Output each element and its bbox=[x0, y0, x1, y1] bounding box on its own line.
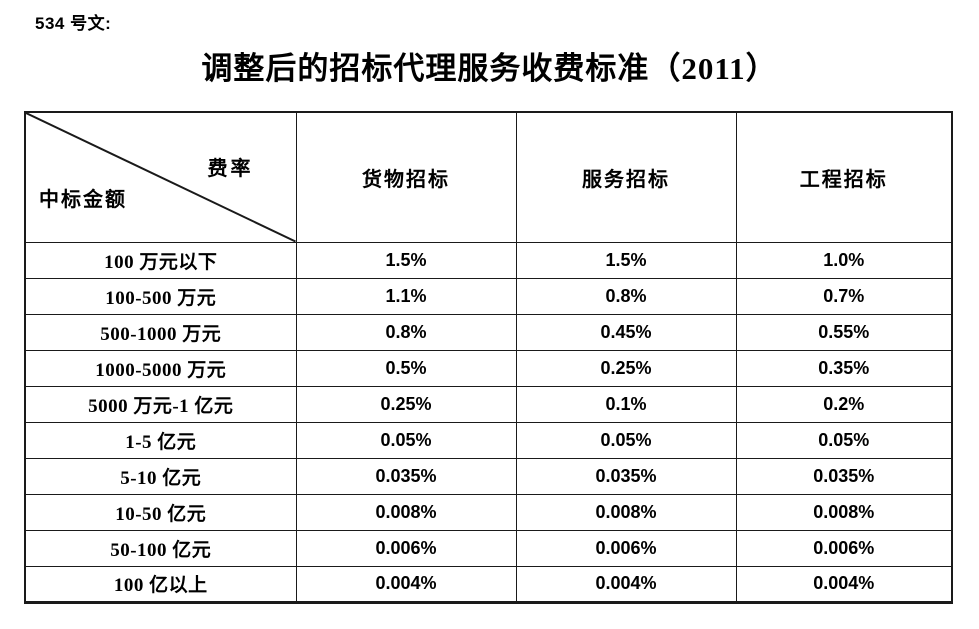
column-header-services: 服务招标 bbox=[515, 111, 737, 243]
table-header-row: 费率 中标金额 货物招标 服务招标 工程招标 bbox=[24, 111, 953, 243]
table-row: 100-500 万元 1.1% 0.8% 0.7% bbox=[24, 277, 953, 315]
rate-cell: 0.25% bbox=[515, 349, 737, 387]
rate-cell: 0.008% bbox=[295, 493, 517, 531]
fee-rate-table: 费率 中标金额 货物招标 服务招标 工程招标 100 万元以下 1.5% 1.5… bbox=[24, 111, 953, 604]
rate-cell: 0.035% bbox=[515, 457, 737, 495]
rate-cell: 1.1% bbox=[295, 277, 517, 315]
table-row: 100 亿以上 0.004% 0.004% 0.004% bbox=[24, 565, 953, 603]
amount-range-cell: 5000 万元-1 亿元 bbox=[24, 385, 297, 423]
rate-cell: 0.006% bbox=[295, 529, 517, 567]
doc-number-label: 534 号文: bbox=[35, 14, 112, 33]
rate-cell: 0.5% bbox=[295, 349, 517, 387]
rate-cell: 0.2% bbox=[735, 385, 953, 423]
rate-cell: 0.7% bbox=[735, 277, 953, 315]
amount-range-cell: 100-500 万元 bbox=[24, 277, 297, 315]
rate-cell: 1.5% bbox=[295, 241, 517, 279]
table-row: 1-5 亿元 0.05% 0.05% 0.05% bbox=[24, 421, 953, 459]
rate-cell: 0.05% bbox=[735, 421, 953, 459]
table-row: 100 万元以下 1.5% 1.5% 1.0% bbox=[24, 241, 953, 279]
rate-cell: 0.8% bbox=[515, 277, 737, 315]
corner-rate-label: 费率 bbox=[207, 158, 254, 180]
rate-cell: 0.05% bbox=[515, 421, 737, 459]
table-row: 1000-5000 万元 0.5% 0.25% 0.35% bbox=[24, 349, 953, 387]
rate-cell: 0.55% bbox=[735, 313, 953, 351]
corner-header-cell: 费率 中标金额 bbox=[24, 111, 297, 243]
amount-range-cell: 50-100 亿元 bbox=[24, 529, 297, 567]
rate-cell: 0.008% bbox=[735, 493, 953, 531]
rate-cell: 0.006% bbox=[735, 529, 953, 567]
table-row: 5-10 亿元 0.035% 0.035% 0.035% bbox=[24, 457, 953, 495]
diagonal-divider-line bbox=[26, 113, 296, 242]
table-row: 50-100 亿元 0.006% 0.006% 0.006% bbox=[24, 529, 953, 567]
rate-cell: 0.035% bbox=[295, 457, 517, 495]
amount-range-cell: 5-10 亿元 bbox=[24, 457, 297, 495]
rate-cell: 0.035% bbox=[735, 457, 953, 495]
rate-cell: 0.45% bbox=[515, 313, 737, 351]
amount-range-cell: 100 万元以下 bbox=[24, 241, 297, 279]
table-row: 10-50 亿元 0.008% 0.008% 0.008% bbox=[24, 493, 953, 531]
rate-cell: 0.1% bbox=[515, 385, 737, 423]
rate-cell: 0.004% bbox=[295, 565, 517, 603]
amount-range-cell: 1000-5000 万元 bbox=[24, 349, 297, 387]
rate-cell: 0.05% bbox=[295, 421, 517, 459]
corner-amount-label: 中标金额 bbox=[39, 189, 127, 211]
column-header-goods: 货物招标 bbox=[295, 111, 517, 243]
amount-range-cell: 100 亿以上 bbox=[24, 565, 297, 603]
rate-cell: 0.004% bbox=[515, 565, 737, 603]
rate-cell: 0.004% bbox=[735, 565, 953, 603]
rate-cell: 1.0% bbox=[735, 241, 953, 279]
rate-cell: 0.006% bbox=[515, 529, 737, 567]
rate-cell: 0.25% bbox=[295, 385, 517, 423]
page-title: 调整后的招标代理服务收费标准（2011） bbox=[201, 51, 778, 86]
amount-range-cell: 1-5 亿元 bbox=[24, 421, 297, 459]
amount-range-cell: 10-50 亿元 bbox=[24, 493, 297, 531]
table-row: 5000 万元-1 亿元 0.25% 0.1% 0.2% bbox=[24, 385, 953, 423]
rate-cell: 1.5% bbox=[515, 241, 737, 279]
amount-range-cell: 500-1000 万元 bbox=[24, 313, 297, 351]
rate-cell: 0.35% bbox=[735, 349, 953, 387]
rate-cell: 0.8% bbox=[295, 313, 517, 351]
column-header-works: 工程招标 bbox=[735, 111, 953, 243]
table-row: 500-1000 万元 0.8% 0.45% 0.55% bbox=[24, 313, 953, 351]
rate-cell: 0.008% bbox=[515, 493, 737, 531]
